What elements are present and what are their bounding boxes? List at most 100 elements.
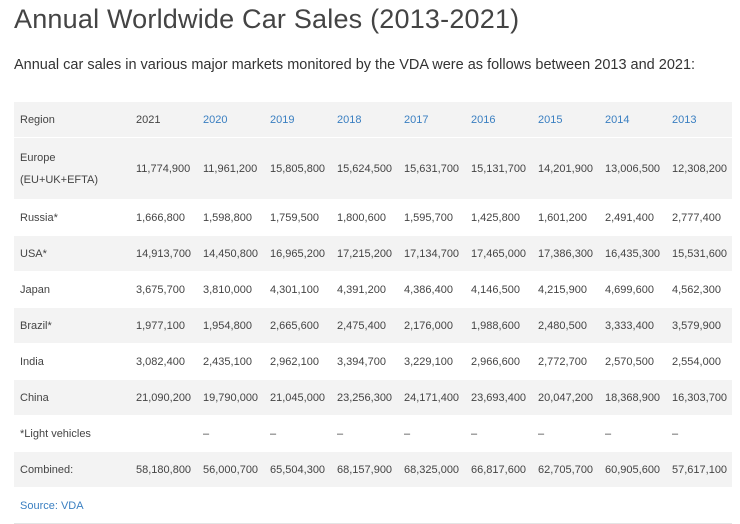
region-cell: China	[14, 379, 130, 416]
value-cell: 21,045,000	[264, 379, 331, 416]
table-row: China 21,090,200 19,790,000 21,045,000 23,25…	[14, 379, 732, 416]
value-cell: 2,570,500	[599, 343, 666, 380]
value-cell: 14,450,800	[197, 235, 264, 272]
header-year-2017-link[interactable]: 2017	[398, 102, 465, 138]
page-title: Annual Worldwide Car Sales (2013-2021)	[14, 4, 520, 34]
table-row: *Light vehicles – – – – – – – –	[14, 415, 732, 452]
header-year-2019-link[interactable]: 2019	[264, 102, 331, 138]
value-cell: 15,131,700	[465, 137, 532, 200]
value-cell: –	[532, 415, 599, 452]
value-cell: 65,504,300	[264, 451, 331, 488]
value-cell: 3,333,400	[599, 307, 666, 344]
value-cell: 4,386,400	[398, 271, 465, 308]
table-header-row: Region 2021 2020 2019 2018 2017 2016 201…	[14, 102, 732, 138]
value-cell: 1,666,800	[130, 199, 197, 236]
value-cell	[130, 415, 197, 452]
table-row: USA* 14,913,700 14,450,800 16,965,200 17,215…	[14, 235, 732, 272]
value-cell: 66,817,600	[465, 451, 532, 488]
intro-text: Annual car sales in various major market…	[14, 57, 696, 73]
value-cell: 2,554,000	[666, 343, 732, 380]
header-region: Region	[14, 102, 130, 138]
value-cell: 14,913,700	[130, 235, 197, 272]
header-year-2014-link[interactable]: 2014	[599, 102, 666, 138]
value-cell: 60,905,600	[599, 451, 666, 488]
region-cell: Combined:	[14, 451, 130, 488]
table-row: Brazil* 1,977,100 1,954,800 2,665,600 2,475,…	[14, 307, 732, 344]
region-cell: *Light vehicles	[14, 415, 130, 452]
value-cell: 2,962,100	[264, 343, 331, 380]
value-cell: 17,215,200	[331, 235, 398, 272]
value-cell: 2,777,400	[666, 199, 732, 236]
region-cell: Brazil*	[14, 307, 130, 344]
value-cell: –	[599, 415, 666, 452]
source-link[interactable]: Source: VDA	[14, 487, 732, 524]
value-cell: 23,693,400	[465, 379, 532, 416]
value-cell: 4,146,500	[465, 271, 532, 308]
header-year-2013-link[interactable]: 2013	[666, 102, 732, 138]
value-cell: 2,475,400	[331, 307, 398, 344]
header-year-2021: 2021	[130, 102, 197, 138]
value-cell: 1,954,800	[197, 307, 264, 344]
region-cell: Russia*	[14, 199, 130, 236]
value-cell: 68,325,000	[398, 451, 465, 488]
table-row: India 3,082,400 2,435,100 2,962,100 3,394,70…	[14, 343, 732, 380]
value-cell: 21,090,200	[130, 379, 197, 416]
table-row: Japan 3,675,700 3,810,000 4,301,100 4,391,20…	[14, 271, 732, 308]
value-cell: 4,699,600	[599, 271, 666, 308]
value-cell: 68,157,900	[331, 451, 398, 488]
table-row: Combined: 58,180,800 56,000,700 65,504,300 6…	[14, 451, 732, 488]
value-cell: –	[465, 415, 532, 452]
value-cell: 56,000,700	[197, 451, 264, 488]
value-cell: 17,386,300	[532, 235, 599, 272]
value-cell: 19,790,000	[197, 379, 264, 416]
value-cell: 1,800,600	[331, 199, 398, 236]
region-cell: India	[14, 343, 130, 380]
value-cell: 3,675,700	[130, 271, 197, 308]
value-cell: 15,624,500	[331, 137, 398, 200]
value-cell: 2,491,400	[599, 199, 666, 236]
value-cell: 12,308,200	[666, 137, 732, 200]
value-cell: 17,465,000	[465, 235, 532, 272]
value-cell: 16,965,200	[264, 235, 331, 272]
region-cell: Japan	[14, 271, 130, 308]
value-cell: 1,988,600	[465, 307, 532, 344]
value-cell: –	[398, 415, 465, 452]
value-cell: 2,435,100	[197, 343, 264, 380]
value-cell: 1,977,100	[130, 307, 197, 344]
value-cell: 11,774,900	[130, 137, 197, 200]
value-cell: 3,394,700	[331, 343, 398, 380]
value-cell: 13,006,500	[599, 137, 666, 200]
region-cell: Europe (EU+UK+EFTA)	[14, 137, 130, 200]
value-cell: 3,229,100	[398, 343, 465, 380]
value-cell: 4,562,300	[666, 271, 732, 308]
value-cell: 3,810,000	[197, 271, 264, 308]
value-cell: 24,171,400	[398, 379, 465, 416]
value-cell: –	[197, 415, 264, 452]
table-row: Russia* 1,666,800 1,598,800 1,759,500 1,800,…	[14, 199, 732, 236]
value-cell: 2,966,600	[465, 343, 532, 380]
value-cell: 4,301,100	[264, 271, 331, 308]
value-cell: 58,180,800	[130, 451, 197, 488]
header-year-2018-link[interactable]: 2018	[331, 102, 398, 138]
header-year-2020-link[interactable]: 2020	[197, 102, 264, 138]
value-cell: 2,176,000	[398, 307, 465, 344]
value-cell: 1,601,200	[532, 199, 599, 236]
value-cell: 2,480,500	[532, 307, 599, 344]
header-year-2015-link[interactable]: 2015	[532, 102, 599, 138]
value-cell: 16,303,700	[666, 379, 732, 416]
value-cell: 1,595,700	[398, 199, 465, 236]
table-row: Europe (EU+UK+EFTA) 11,774,900 11,961,200 1…	[14, 137, 732, 200]
car-sales-table: Region 2021 2020 2019 2018 2017 2016 201…	[14, 102, 732, 524]
value-cell: 15,805,800	[264, 137, 331, 200]
value-cell: 4,215,900	[532, 271, 599, 308]
value-cell: 14,201,900	[532, 137, 599, 200]
value-cell: 17,134,700	[398, 235, 465, 272]
value-cell: 18,368,900	[599, 379, 666, 416]
value-cell: –	[264, 415, 331, 452]
value-cell: 57,617,100	[666, 451, 732, 488]
value-cell: 4,391,200	[331, 271, 398, 308]
header-year-2016-link[interactable]: 2016	[465, 102, 532, 138]
source-row: Source: VDA	[14, 487, 732, 524]
value-cell: 1,598,800	[197, 199, 264, 236]
